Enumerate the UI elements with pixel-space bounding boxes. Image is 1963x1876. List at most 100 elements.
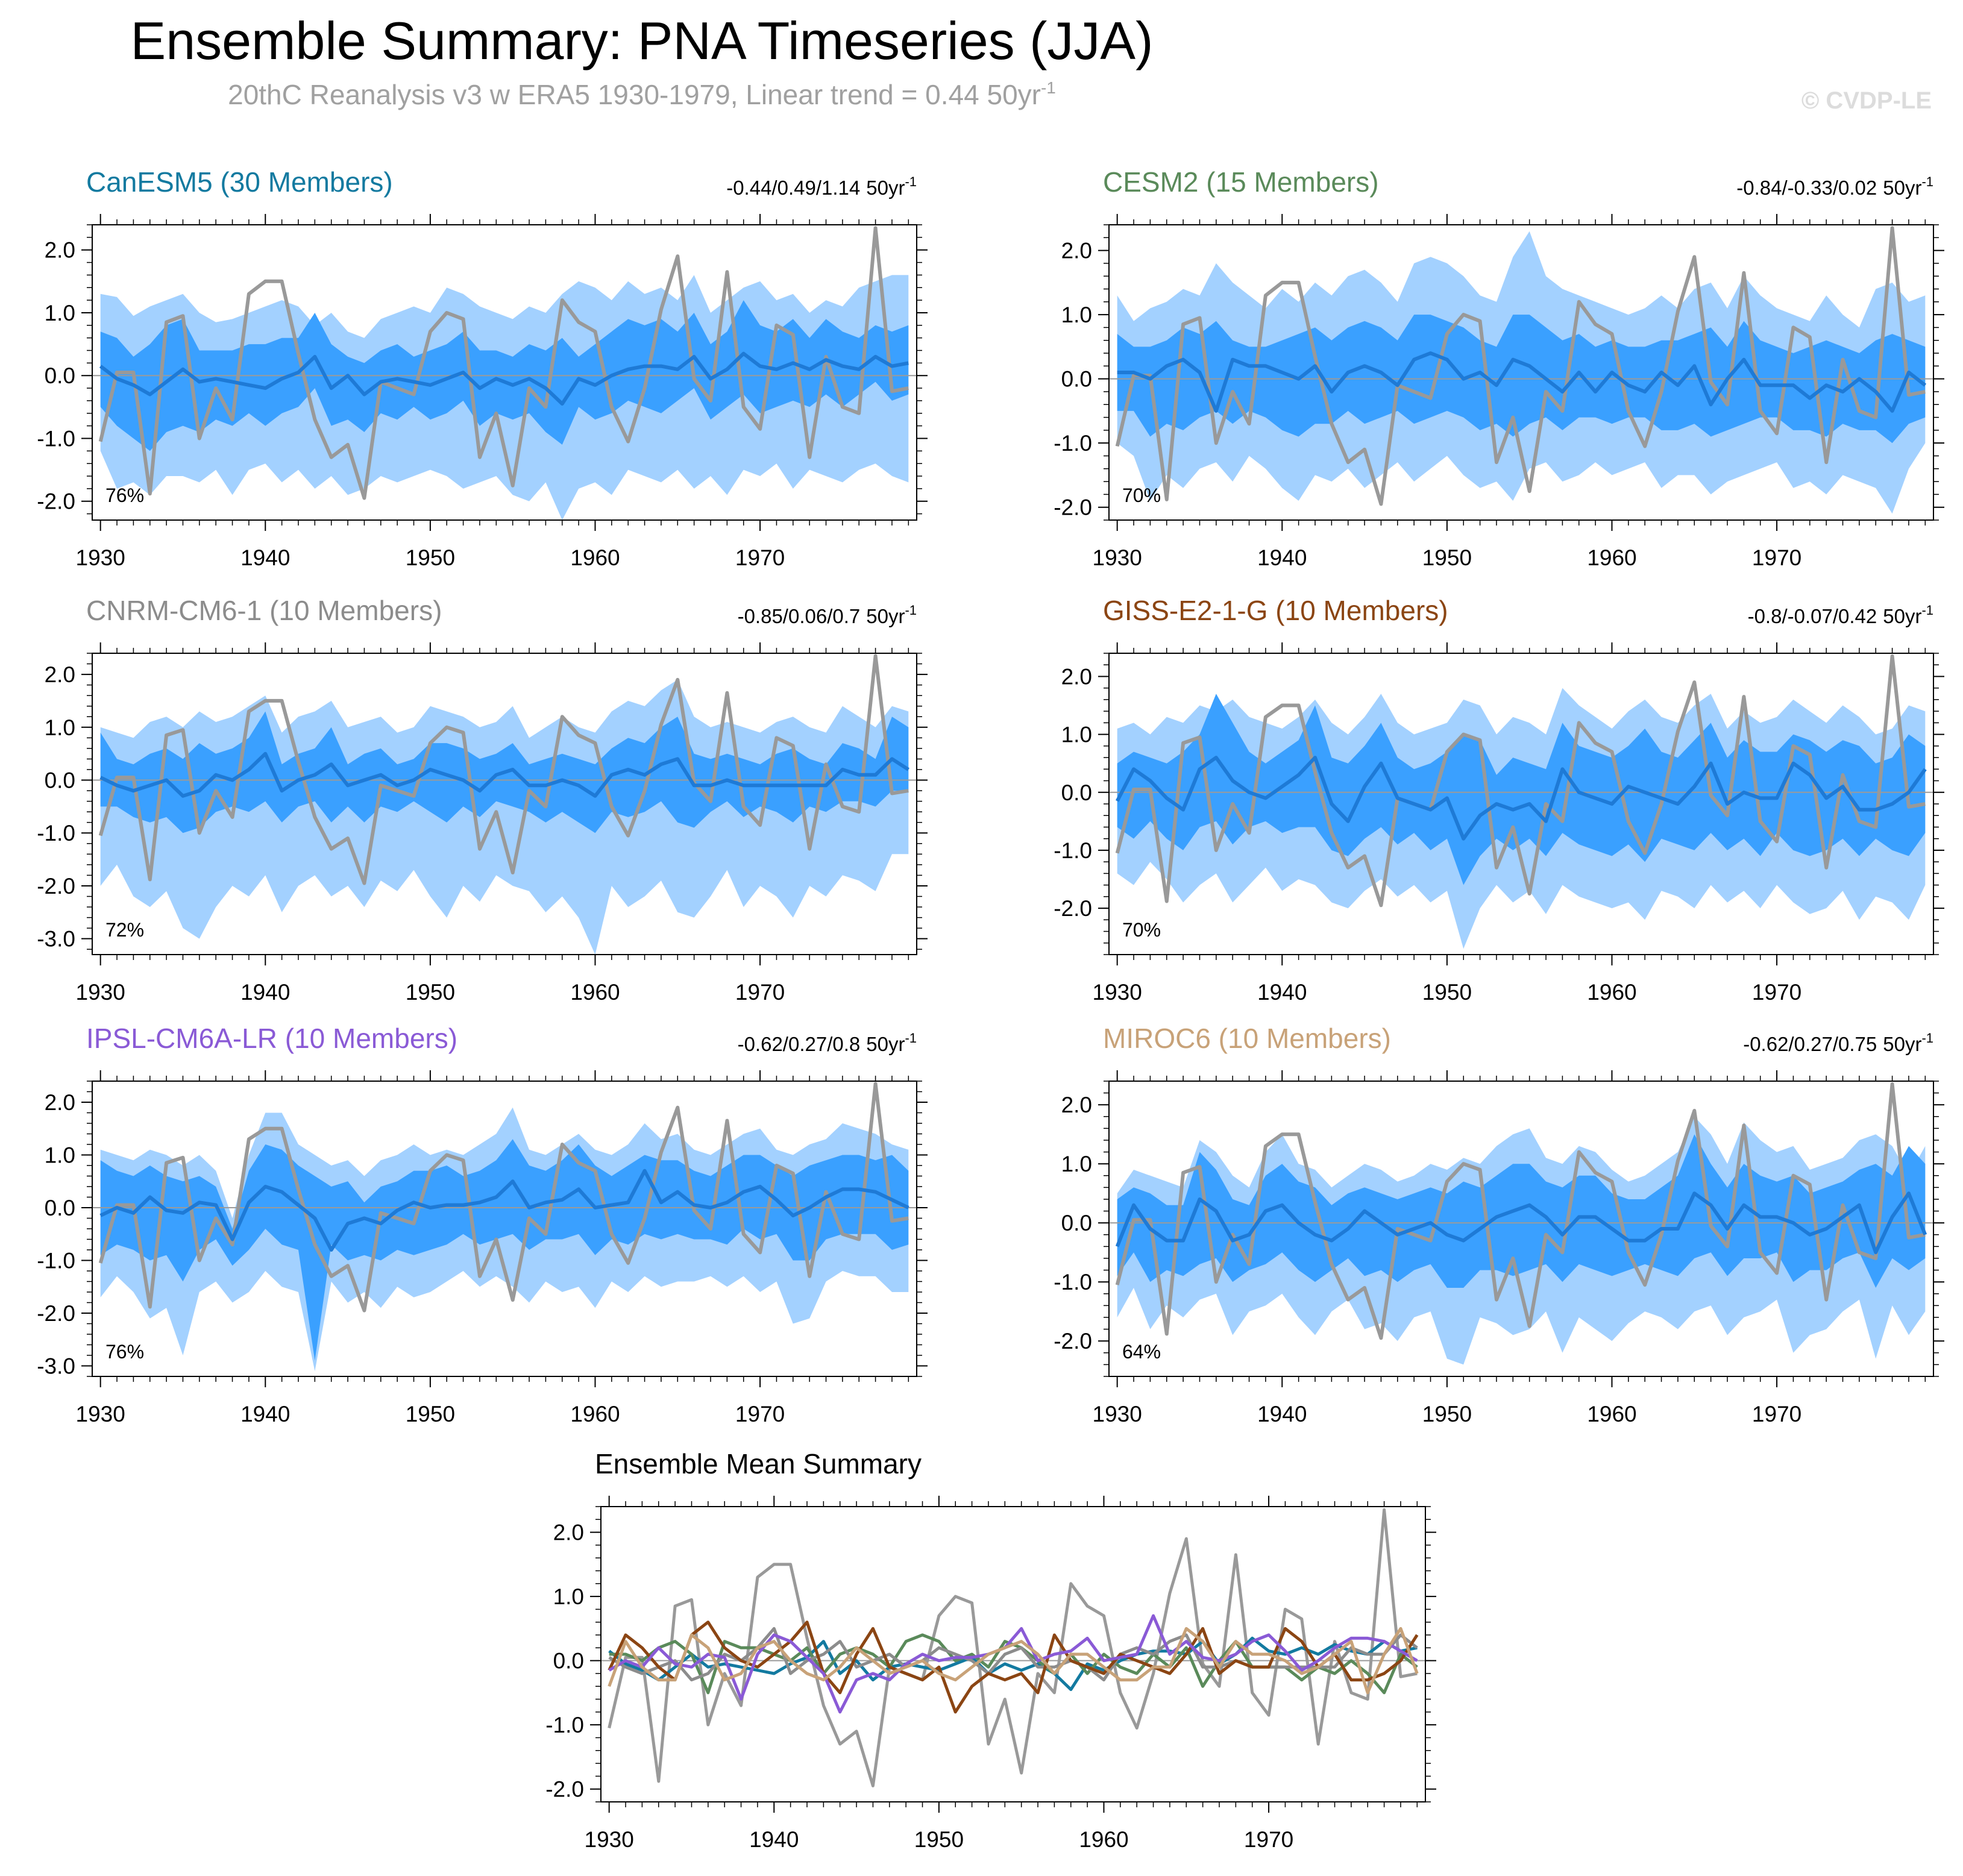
panel-trend: -0.85/0.06/0.7 50yr-1: [738, 603, 917, 627]
x-tick-label: 1960: [570, 545, 620, 570]
panel-title: MIROC6 (10 Members): [1103, 1023, 1391, 1054]
y-tick-label: -1.0: [37, 821, 75, 845]
panel-title: CanESM5 (30 Members): [86, 166, 393, 198]
percent-label: 72%: [105, 919, 144, 941]
percent-label: 64%: [1122, 1341, 1161, 1363]
y-tick-label: 2.0: [45, 662, 75, 687]
y-tick-label: 1.0: [1061, 723, 1092, 747]
panel-trend: -0.8/-0.07/0.42 50yr-1: [1748, 603, 1933, 627]
x-tick-label: 1950: [1422, 980, 1472, 1005]
y-tick-label: -2.0: [37, 489, 75, 514]
y-tick-label: -1.0: [1054, 431, 1092, 456]
trend-unit: 50yr: [866, 177, 905, 199]
percent-label: 76%: [105, 485, 144, 506]
chart-panel-1: CanESM5 (30 Members) -0.44/0.49/1.14 50yr-…: [37, 166, 928, 570]
trend-unit: 50yr: [1883, 1033, 1921, 1055]
x-tick-label: 1960: [1587, 1402, 1636, 1426]
y-tick-label: 0.0: [1061, 1211, 1092, 1235]
y-tick-label: 1.0: [45, 1143, 75, 1168]
subtitle-superscript: -1: [1041, 78, 1056, 97]
panel-title: CNRM-CM6-1 (10 Members): [86, 595, 442, 626]
x-tick-label: 1950: [914, 1827, 964, 1852]
observations-line: [1115, 654, 1926, 908]
x-tick-label: 1940: [240, 545, 290, 570]
y-tick-label: 0.0: [45, 768, 75, 793]
plot-frame: [1108, 224, 1934, 521]
x-tick-label: 1940: [240, 980, 290, 1005]
plot-frame: [92, 653, 917, 955]
ensemble-mean-line: [99, 351, 909, 406]
trend-values: -0.62/0.27/0.8: [738, 1033, 861, 1055]
panel-title: GISS-E2-1-G (10 Members): [1103, 595, 1448, 626]
y-tick-label: -3.0: [37, 927, 75, 952]
plot-frame: [600, 1506, 1426, 1802]
y-tick-label: 1.0: [1061, 1152, 1092, 1176]
series-line-cnrm-cm6-1: [608, 1627, 1418, 1682]
chart-panel-3: CNRM-CM6-1 (10 Members) -0.85/0.06/0.7 50y…: [37, 595, 928, 1005]
y-tick-label: 2.0: [45, 238, 75, 263]
trend-unit: 50yr: [1883, 177, 1921, 199]
y-tick-label: -2.0: [37, 1301, 75, 1326]
ensemble-mean-line: [1117, 351, 1927, 413]
trend-unit: 50yr: [866, 605, 905, 627]
subtitle-text: 20thC Reanalysis v3 w ERA5 1930-1979, Li…: [228, 79, 1041, 110]
chart-panel-6: MIROC6 (10 Members) -0.62/0.27/0.75 50yr-1…: [1054, 1023, 1944, 1426]
panel-title: CESM2 (15 Members): [1103, 166, 1379, 198]
trend-exponent: -1: [905, 1031, 917, 1046]
observations-line: [98, 226, 909, 500]
y-tick-label: -2.0: [37, 874, 75, 899]
y-tick-label: -1.0: [1054, 838, 1092, 863]
ensemble-mean-line: [99, 751, 909, 798]
chart-panel-2: CESM2 (15 Members) -0.84/-0.33/0.02 50yr-1…: [1054, 166, 1944, 570]
ensemble-mean-line: [99, 1169, 909, 1252]
y-tick-label: 2.0: [45, 1090, 75, 1115]
inner-spread-band: [1117, 694, 1926, 885]
trend-exponent: -1: [905, 174, 917, 189]
x-tick-label: 1930: [585, 1827, 634, 1852]
series-line-ipsl-cm6a-lr: [608, 1614, 1418, 1714]
percent-label: 70%: [1122, 919, 1161, 941]
chart-panel-7: Ensemble Mean Summary2.01.00.0-1.0-2.019…: [545, 1448, 1436, 1852]
panel-title: IPSL-CM6A-LR (10 Members): [86, 1023, 457, 1054]
watermark: © CVDP-LE: [1801, 87, 1932, 114]
x-tick-label: 1950: [1422, 1402, 1472, 1426]
inner-spread-band: [100, 1139, 909, 1361]
y-tick-label: 2.0: [1061, 664, 1092, 689]
trend-exponent: -1: [1921, 603, 1933, 618]
x-tick-label: 1930: [76, 1402, 125, 1426]
x-tick-label: 1950: [1422, 545, 1472, 570]
panel-title: Ensemble Mean Summary: [595, 1448, 922, 1479]
y-tick-label: 0.0: [45, 363, 75, 388]
y-tick-label: 0.0: [1061, 780, 1092, 805]
series-line-miroc6: [608, 1627, 1419, 1695]
x-tick-label: 1930: [1093, 980, 1142, 1005]
x-tick-label: 1950: [406, 1402, 455, 1426]
x-tick-label: 1970: [735, 980, 785, 1005]
x-tick-label: 1960: [570, 1402, 620, 1426]
trend-exponent: -1: [905, 603, 917, 618]
y-tick-label: 0.0: [45, 1196, 75, 1220]
trend-values: -0.8/-0.07/0.42: [1748, 605, 1877, 627]
observations-line: [98, 654, 909, 885]
x-tick-label: 1940: [749, 1827, 799, 1852]
x-tick-label: 1970: [1752, 545, 1801, 570]
trend-unit: 50yr: [866, 1033, 905, 1055]
y-tick-label: -1.0: [37, 426, 75, 451]
percent-label: 70%: [1122, 485, 1161, 506]
x-tick-label: 1960: [1587, 980, 1636, 1005]
x-tick-label: 1930: [1093, 1402, 1142, 1426]
x-tick-label: 1930: [76, 980, 125, 1005]
figure-title: Ensemble Summary: PNA Timeseries (JJA): [131, 11, 1154, 71]
x-tick-label: 1960: [1587, 545, 1636, 570]
trend-exponent: -1: [1921, 1031, 1933, 1046]
ensemble-mean-line: [1115, 1191, 1927, 1255]
figure-subtitle: 20thC Reanalysis v3 w ERA5 1930-1979, Li…: [228, 78, 1056, 110]
x-tick-label: 1970: [1752, 1402, 1801, 1426]
x-tick-label: 1940: [240, 1402, 290, 1426]
inner-spread-band: [1117, 1134, 1926, 1288]
percent-label: 76%: [105, 1341, 144, 1363]
panel-trend: -0.62/0.27/0.75 50yr-1: [1743, 1031, 1933, 1055]
x-tick-label: 1960: [570, 980, 620, 1005]
x-tick-label: 1930: [1093, 545, 1142, 570]
